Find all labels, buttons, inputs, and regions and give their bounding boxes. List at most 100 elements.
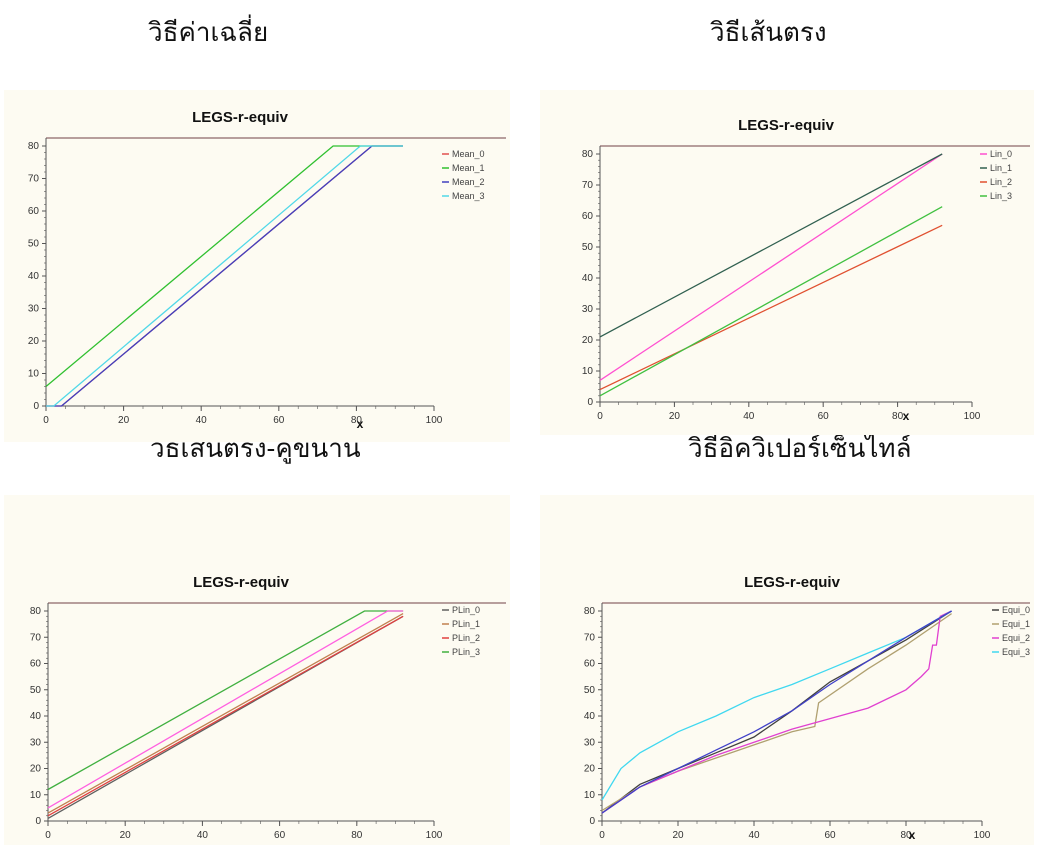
legend-label: Equi_3 bbox=[1002, 647, 1030, 657]
x-tick-label: 100 bbox=[964, 411, 981, 422]
x-tick-label: 60 bbox=[824, 830, 836, 841]
y-tick-label: 30 bbox=[582, 304, 594, 315]
heading-linear-method: วิธีเส้นตรง bbox=[710, 18, 827, 48]
y-tick-label: 40 bbox=[584, 711, 596, 722]
x-tick-label: 60 bbox=[274, 830, 286, 841]
legend-label: Equi_0 bbox=[1002, 605, 1030, 615]
legend-label: Mean_2 bbox=[452, 177, 485, 187]
y-tick-label: 60 bbox=[584, 659, 596, 670]
y-tick-label: 70 bbox=[584, 632, 596, 643]
x-tick-label: 40 bbox=[743, 411, 755, 422]
plot-background bbox=[540, 90, 1034, 435]
x-tick-label: 100 bbox=[426, 830, 443, 841]
x-tick-label: 80 bbox=[351, 415, 363, 426]
y-tick-label: 70 bbox=[30, 632, 42, 643]
legend-label: Lin_3 bbox=[990, 191, 1012, 201]
x-axis-label: x bbox=[903, 409, 910, 423]
series-line-0 bbox=[599, 153, 943, 381]
y-tick-label: 30 bbox=[28, 304, 40, 315]
x-tick-label: 20 bbox=[669, 411, 681, 422]
y-tick-label: 80 bbox=[584, 606, 596, 617]
y-tick-label: 50 bbox=[28, 239, 40, 250]
series-line-2 bbox=[47, 615, 404, 817]
y-tick-label: 20 bbox=[584, 764, 596, 775]
series-line-2 bbox=[599, 224, 943, 391]
y-tick-label: 20 bbox=[30, 764, 42, 775]
x-tick-label: 40 bbox=[748, 830, 760, 841]
y-tick-label: 60 bbox=[582, 211, 594, 222]
y-tick-label: 50 bbox=[582, 242, 594, 253]
x-axis-label: x bbox=[357, 417, 364, 431]
series-line-4 bbox=[47, 610, 404, 809]
x-tick-label: 80 bbox=[900, 830, 912, 841]
legend-label: Mean_0 bbox=[452, 149, 485, 159]
y-tick-label: 0 bbox=[35, 816, 41, 827]
y-tick-label: 0 bbox=[589, 816, 595, 827]
y-tick-label: 70 bbox=[582, 180, 594, 191]
x-tick-label: 40 bbox=[196, 415, 208, 426]
x-tick-label: 60 bbox=[818, 411, 830, 422]
series-line-4 bbox=[601, 610, 952, 814]
plot-background bbox=[540, 495, 1034, 845]
y-tick-label: 20 bbox=[582, 335, 594, 346]
legend-label: PLin_1 bbox=[452, 619, 480, 629]
legend-label: PLin_0 bbox=[452, 605, 480, 615]
x-tick-label: 100 bbox=[974, 830, 991, 841]
y-tick-label: 0 bbox=[587, 397, 593, 408]
y-tick-label: 60 bbox=[30, 659, 42, 670]
legend-label: Equi_2 bbox=[1002, 633, 1030, 643]
series-line-0 bbox=[601, 610, 952, 814]
legend-label: Equi_1 bbox=[1002, 619, 1030, 629]
x-tick-label: 20 bbox=[120, 830, 132, 841]
series-line-3 bbox=[46, 145, 403, 407]
legend-label: PLin_3 bbox=[452, 647, 480, 657]
x-tick-label: 0 bbox=[599, 830, 605, 841]
y-tick-label: 50 bbox=[584, 685, 596, 696]
x-tick-label: 0 bbox=[45, 830, 51, 841]
x-axis-label: x bbox=[909, 828, 916, 842]
series-line-1 bbox=[47, 613, 404, 814]
x-tick-label: 80 bbox=[351, 830, 363, 841]
y-tick-label: 60 bbox=[28, 206, 40, 217]
chart-linear: LEGS-r-equiv 0 10 20 30 40 50 60 70 80 0 20 40 60 80 10… bbox=[540, 90, 1034, 435]
chart-mean: LEGS-r-equiv 0 10 20 30 40 50 60 70 80 0 20 40 60 80 10… bbox=[4, 90, 510, 442]
series-line-2 bbox=[601, 610, 952, 814]
series-line-3 bbox=[601, 610, 952, 801]
x-tick-label: 0 bbox=[597, 411, 603, 422]
y-tick-label: 80 bbox=[582, 149, 594, 160]
x-tick-label: 100 bbox=[426, 415, 443, 426]
heading-equipercentile-method: วิธีอิควิเปอร์เซ็นไทล์ bbox=[688, 434, 912, 464]
chart-title: LEGS-r-equiv bbox=[193, 574, 290, 591]
legend-label: Mean_1 bbox=[452, 163, 485, 173]
x-tick-label: 40 bbox=[197, 830, 209, 841]
plot-background bbox=[4, 90, 510, 442]
y-tick-label: 40 bbox=[28, 271, 40, 282]
chart-parallel-linear: LEGS-r-equiv 0 10 20 30 40 50 60 70 80 0 20 40 60 80 10… bbox=[4, 495, 510, 845]
chart-mean-svg: LEGS-r-equiv 0 10 20 30 40 50 60 70 80 0 20 40 60 80 10… bbox=[4, 90, 510, 442]
y-tick-label: 30 bbox=[30, 737, 42, 748]
x-tick-label: 60 bbox=[273, 415, 285, 426]
x-tick-label: 20 bbox=[118, 415, 130, 426]
legend-label: Mean_3 bbox=[452, 191, 485, 201]
y-tick-label: 40 bbox=[582, 273, 594, 284]
y-tick-label: 80 bbox=[28, 141, 40, 152]
y-tick-label: 20 bbox=[28, 336, 40, 347]
plot-background bbox=[4, 495, 510, 845]
chart-equipercentile: LEGS-r-equiv 0 10 20 30 40 50 60 70 80 0 20 40 60 80 10… bbox=[540, 495, 1034, 845]
legend-label: Lin_1 bbox=[990, 163, 1012, 173]
heading-mean-method: วิธีค่าเฉลี่ย bbox=[148, 18, 269, 48]
x-tick-label: 80 bbox=[892, 411, 904, 422]
y-tick-label: 80 bbox=[30, 606, 42, 617]
y-tick-label: 10 bbox=[28, 369, 40, 380]
y-tick-label: 70 bbox=[28, 174, 40, 185]
series-line-1 bbox=[599, 153, 943, 338]
chart-parallel-linear-svg: LEGS-r-equiv 0 10 20 30 40 50 60 70 80 0 20 40 60 80 10… bbox=[4, 495, 510, 845]
y-tick-label: 10 bbox=[584, 790, 596, 801]
chart-title: LEGS-r-equiv bbox=[192, 109, 289, 126]
y-tick-label: 40 bbox=[30, 711, 42, 722]
y-tick-label: 30 bbox=[584, 737, 596, 748]
legend-label: PLin_2 bbox=[452, 633, 480, 643]
series-line-3 bbox=[599, 206, 943, 397]
legend-label: Lin_2 bbox=[990, 177, 1012, 187]
x-tick-label: 20 bbox=[672, 830, 684, 841]
